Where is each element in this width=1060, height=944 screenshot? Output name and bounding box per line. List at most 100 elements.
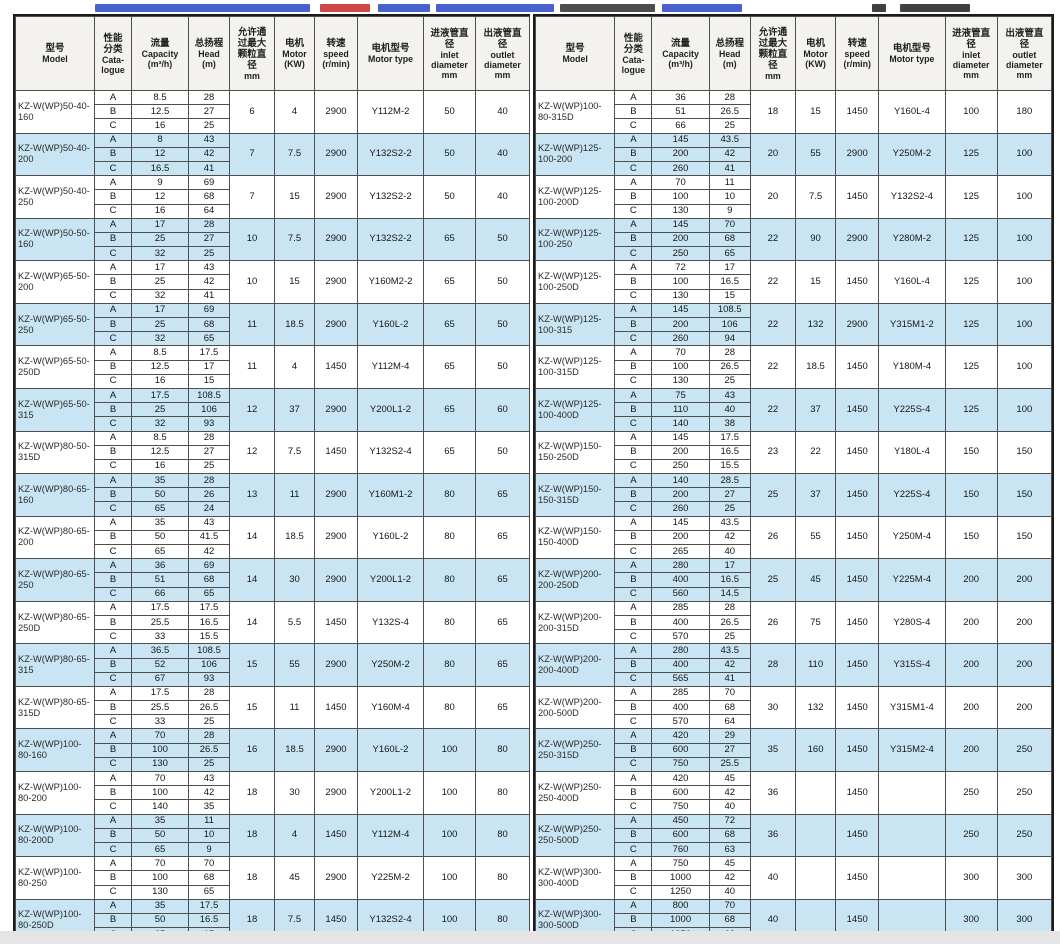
model-cell: KZ-W(WP)100-80-200D	[15, 813, 95, 858]
capacity-cell: 130	[651, 373, 710, 389]
inlet-diameter-cell: 65	[423, 217, 476, 262]
column-header-motor-power: 电机 Motor (KW)	[274, 16, 315, 91]
catalogue-cell: A	[94, 770, 132, 787]
catalogue-cell: A	[614, 558, 653, 574]
inlet-diameter-cell: 100	[944, 90, 998, 134]
catalogue-cell: B	[614, 870, 653, 886]
model-cell: KZ-W(WP)80-65-160	[15, 473, 95, 517]
motor-type-cell: Y132S2-2	[357, 175, 424, 219]
inlet-diameter-cell: 125	[944, 175, 998, 219]
catalogue-cell: C	[94, 118, 132, 134]
capacity-cell: 65	[131, 501, 189, 517]
inlet-diameter-cell: 200	[944, 558, 998, 602]
catalogue-cell: A	[94, 132, 132, 148]
outlet-diameter-cell: 50	[475, 345, 530, 389]
motor-kw-cell	[794, 856, 837, 900]
motor-type-cell: Y200L1-2	[357, 387, 424, 432]
outlet-diameter-cell: 100	[996, 302, 1053, 347]
max-particle-cell: 22	[749, 217, 796, 262]
motor-type-cell: Y160M2-2	[357, 260, 424, 304]
motor-type-cell: Y250M-2	[357, 643, 424, 687]
capacity-cell: 17	[131, 302, 189, 319]
catalogue-cell: C	[614, 416, 653, 432]
catalogue-cell: C	[614, 458, 653, 475]
catalogue-cell: A	[614, 473, 653, 489]
outlet-diameter-cell: 100	[996, 345, 1053, 389]
head-cell: 43	[188, 260, 230, 276]
model-cell: KZ-W(WP)50-50-160	[15, 217, 95, 262]
catalogue-cell: A	[614, 260, 653, 276]
capacity-cell: 8.5	[131, 345, 189, 361]
outlet-diameter-cell: 200	[996, 643, 1053, 687]
head-cell: 94	[708, 331, 751, 347]
catalogue-cell: C	[94, 841, 132, 858]
motor-kw-cell: 15	[794, 90, 837, 134]
catalogue-cell: A	[614, 217, 653, 233]
model-cell: KZ-W(WP)250-250-315D	[534, 728, 616, 772]
speed-cell: 2900	[835, 132, 880, 177]
capacity-cell: 70	[131, 728, 189, 744]
capacity-cell: 16.5	[131, 160, 189, 177]
model-cell: KZ-W(WP)125-100-315D	[534, 345, 616, 389]
capacity-cell: 51	[131, 572, 189, 588]
model-cell: KZ-W(WP)250-250-400D	[534, 771, 616, 815]
max-particle-cell: 26	[749, 600, 796, 645]
speed-cell: 2900	[314, 302, 358, 347]
catalogue-cell: C	[94, 501, 132, 517]
model-cell: KZ-W(WP)50-40-250	[15, 175, 95, 219]
model-cell: KZ-W(WP)80-65-200	[15, 515, 95, 560]
motor-type-cell: Y315M1-4	[878, 685, 946, 730]
max-particle-cell: 25	[749, 558, 796, 602]
outlet-diameter-cell: 50	[475, 217, 530, 262]
max-particle-cell: 40	[749, 856, 796, 900]
inlet-diameter-cell: 65	[423, 260, 476, 304]
capacity-cell: 36	[131, 558, 189, 574]
head-cell: 68	[188, 189, 230, 205]
model-cell: KZ-W(WP)50-40-200	[15, 132, 95, 177]
motor-type-cell: Y315M2-4	[878, 728, 946, 772]
title-fragment	[560, 4, 655, 12]
capacity-cell: 51	[651, 104, 710, 120]
catalogue-cell: A	[94, 345, 132, 361]
catalogue-cell: B	[614, 614, 653, 631]
catalogue-cell: C	[614, 799, 653, 815]
capacity-cell: 250	[651, 246, 710, 262]
inlet-diameter-cell: 65	[423, 302, 476, 347]
head-cell: 42	[708, 529, 751, 546]
model-cell: KZ-W(WP)200-200-400D	[534, 643, 616, 687]
catalogue-cell: A	[614, 345, 653, 361]
motor-kw-cell: 132	[794, 685, 837, 730]
motor-type-cell: Y280M-2	[878, 217, 946, 262]
catalogue-cell: C	[614, 246, 653, 262]
outlet-diameter-cell: 65	[475, 600, 530, 645]
capacity-cell: 140	[651, 416, 710, 432]
max-particle-cell: 22	[749, 345, 796, 389]
inlet-diameter-cell: 200	[944, 728, 998, 772]
head-cell: 15.5	[188, 629, 230, 645]
motor-type-cell: Y180M-4	[878, 345, 946, 389]
capacity-cell: 1000	[651, 912, 710, 929]
catalogue-cell: A	[614, 89, 653, 106]
head-cell: 45	[708, 770, 751, 787]
motor-type-cell: Y225M-4	[878, 558, 946, 602]
catalogue-cell: A	[614, 175, 653, 191]
catalogue-cell: A	[614, 515, 653, 531]
catalogue-cell: C	[94, 756, 132, 773]
outlet-diameter-cell: 250	[996, 771, 1053, 815]
head-cell: 42	[188, 274, 230, 290]
outlet-diameter-cell: 65	[475, 558, 530, 602]
head-cell: 17	[188, 359, 230, 375]
head-cell: 9	[188, 841, 230, 858]
head-cell: 27	[188, 231, 230, 248]
model-cell: KZ-W(WP)200-200-250D	[534, 558, 616, 602]
capacity-cell: 570	[651, 714, 710, 730]
speed-cell: 2900	[835, 217, 880, 262]
max-particle-cell: 7	[229, 132, 275, 177]
model-cell: KZ-W(WP)200-200-500D	[534, 685, 616, 730]
model-cell: KZ-W(WP)125-100-250	[534, 217, 616, 262]
speed-cell: 2900	[314, 643, 358, 687]
model-cell: KZ-W(WP)125-100-200D	[534, 175, 616, 219]
column-header-model: 型号 Model	[15, 16, 95, 91]
capacity-cell: 50	[131, 912, 189, 929]
head-cell: 29	[708, 728, 751, 744]
